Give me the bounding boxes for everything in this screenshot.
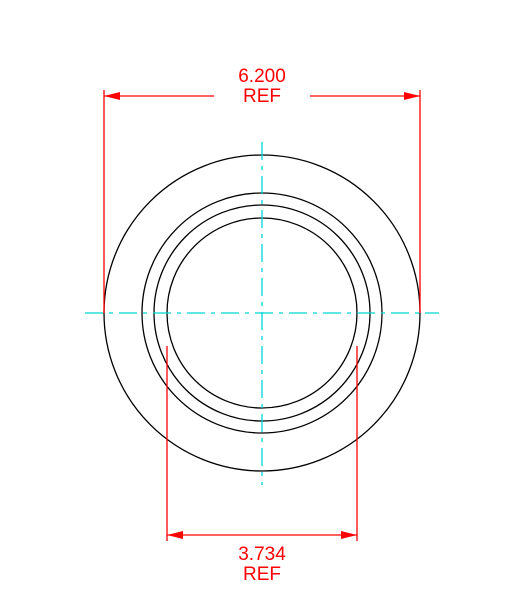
top-dim-ref: REF bbox=[243, 86, 281, 107]
bottom-dim-value: 3.734 bbox=[238, 544, 286, 565]
top-dim-value: 6.200 bbox=[238, 66, 286, 87]
bottom-dim-ref: REF bbox=[243, 564, 281, 585]
top-dim-arrow-right bbox=[404, 92, 420, 100]
engineering-drawing: 6.200REF3.734REF bbox=[0, 0, 524, 612]
top-dim-arrow-left bbox=[104, 92, 120, 100]
bottom-dim-arrow-right bbox=[341, 531, 357, 539]
bottom-dim-arrow-left bbox=[167, 531, 183, 539]
